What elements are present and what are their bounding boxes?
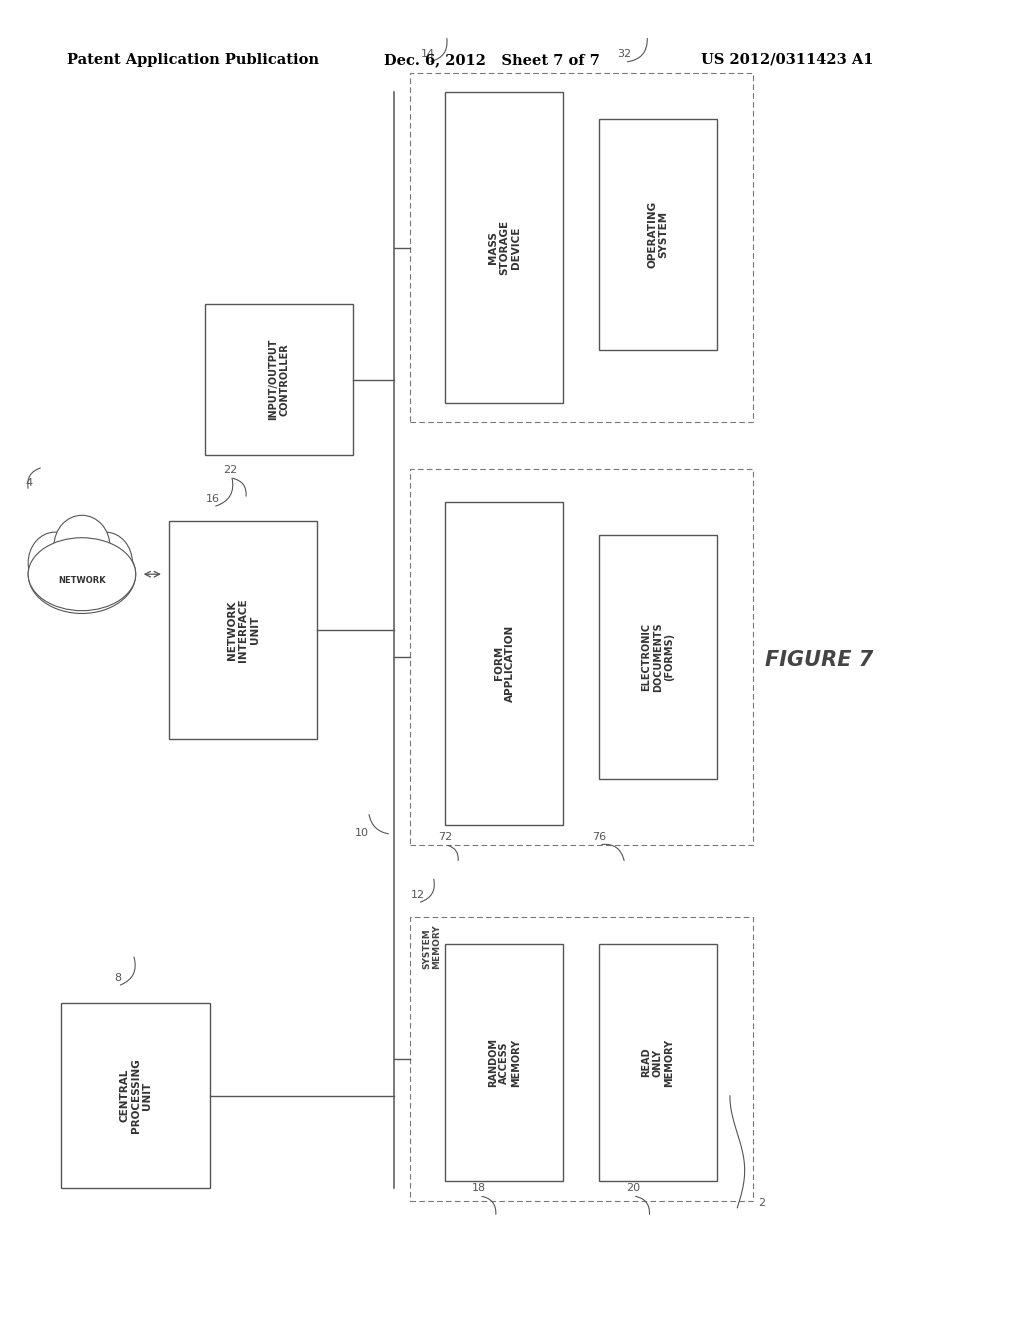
Text: 4: 4: [26, 478, 32, 488]
Text: 18: 18: [472, 1183, 486, 1193]
Text: SYSTEM
MEMORY: SYSTEM MEMORY: [422, 924, 441, 969]
Bar: [61, 1003, 210, 1188]
Text: 8: 8: [115, 973, 121, 983]
Bar: [599, 119, 717, 350]
Text: 16: 16: [206, 494, 220, 504]
Text: 10: 10: [354, 828, 369, 838]
Text: US 2012/0311423 A1: US 2012/0311423 A1: [701, 53, 873, 67]
Text: NETWORK
INTERFACE
UNIT: NETWORK INTERFACE UNIT: [226, 598, 260, 663]
Text: 2: 2: [758, 1197, 765, 1208]
Text: 76: 76: [592, 832, 606, 842]
Bar: [599, 944, 717, 1181]
Text: OPERATING
SYSTEM: OPERATING SYSTEM: [647, 201, 669, 268]
Bar: [410, 469, 753, 845]
Text: Dec. 6, 2012   Sheet 7 of 7: Dec. 6, 2012 Sheet 7 of 7: [384, 53, 600, 67]
Text: READ
ONLY
MEMORY: READ ONLY MEMORY: [641, 1039, 675, 1086]
Text: MASS
STORAGE
DEVICE: MASS STORAGE DEVICE: [487, 220, 521, 275]
Ellipse shape: [29, 535, 135, 614]
Text: FIGURE 7: FIGURE 7: [765, 649, 873, 671]
Text: FORM
APPLICATION: FORM APPLICATION: [494, 624, 515, 702]
Text: 12: 12: [411, 890, 425, 900]
Text: 14: 14: [421, 49, 435, 59]
Bar: [169, 521, 317, 739]
Text: 32: 32: [617, 49, 632, 59]
Text: RANDOM
ACCESS
MEMORY: RANDOM ACCESS MEMORY: [487, 1038, 521, 1088]
Bar: [445, 92, 563, 403]
Text: 72: 72: [438, 832, 453, 842]
Bar: [410, 917, 753, 1201]
Text: 22: 22: [223, 465, 238, 475]
Bar: [410, 73, 753, 422]
Bar: [445, 502, 563, 825]
Ellipse shape: [29, 537, 135, 611]
Text: Patent Application Publication: Patent Application Publication: [67, 53, 318, 67]
Bar: [205, 304, 353, 455]
Text: NETWORK: NETWORK: [58, 577, 105, 585]
Text: INPUT/OUTPUT
CONTROLLER: INPUT/OUTPUT CONTROLLER: [268, 339, 290, 420]
Text: ELECTRONIC
DOCUMENTS
(FORMS): ELECTRONIC DOCUMENTS (FORMS): [641, 622, 675, 692]
Ellipse shape: [79, 532, 132, 594]
Bar: [445, 944, 563, 1181]
Text: CENTRAL
PROCESSING
UNIT: CENTRAL PROCESSING UNIT: [119, 1059, 153, 1133]
Ellipse shape: [54, 515, 110, 577]
Ellipse shape: [29, 532, 82, 594]
Bar: [599, 535, 717, 779]
Text: 20: 20: [626, 1183, 640, 1193]
